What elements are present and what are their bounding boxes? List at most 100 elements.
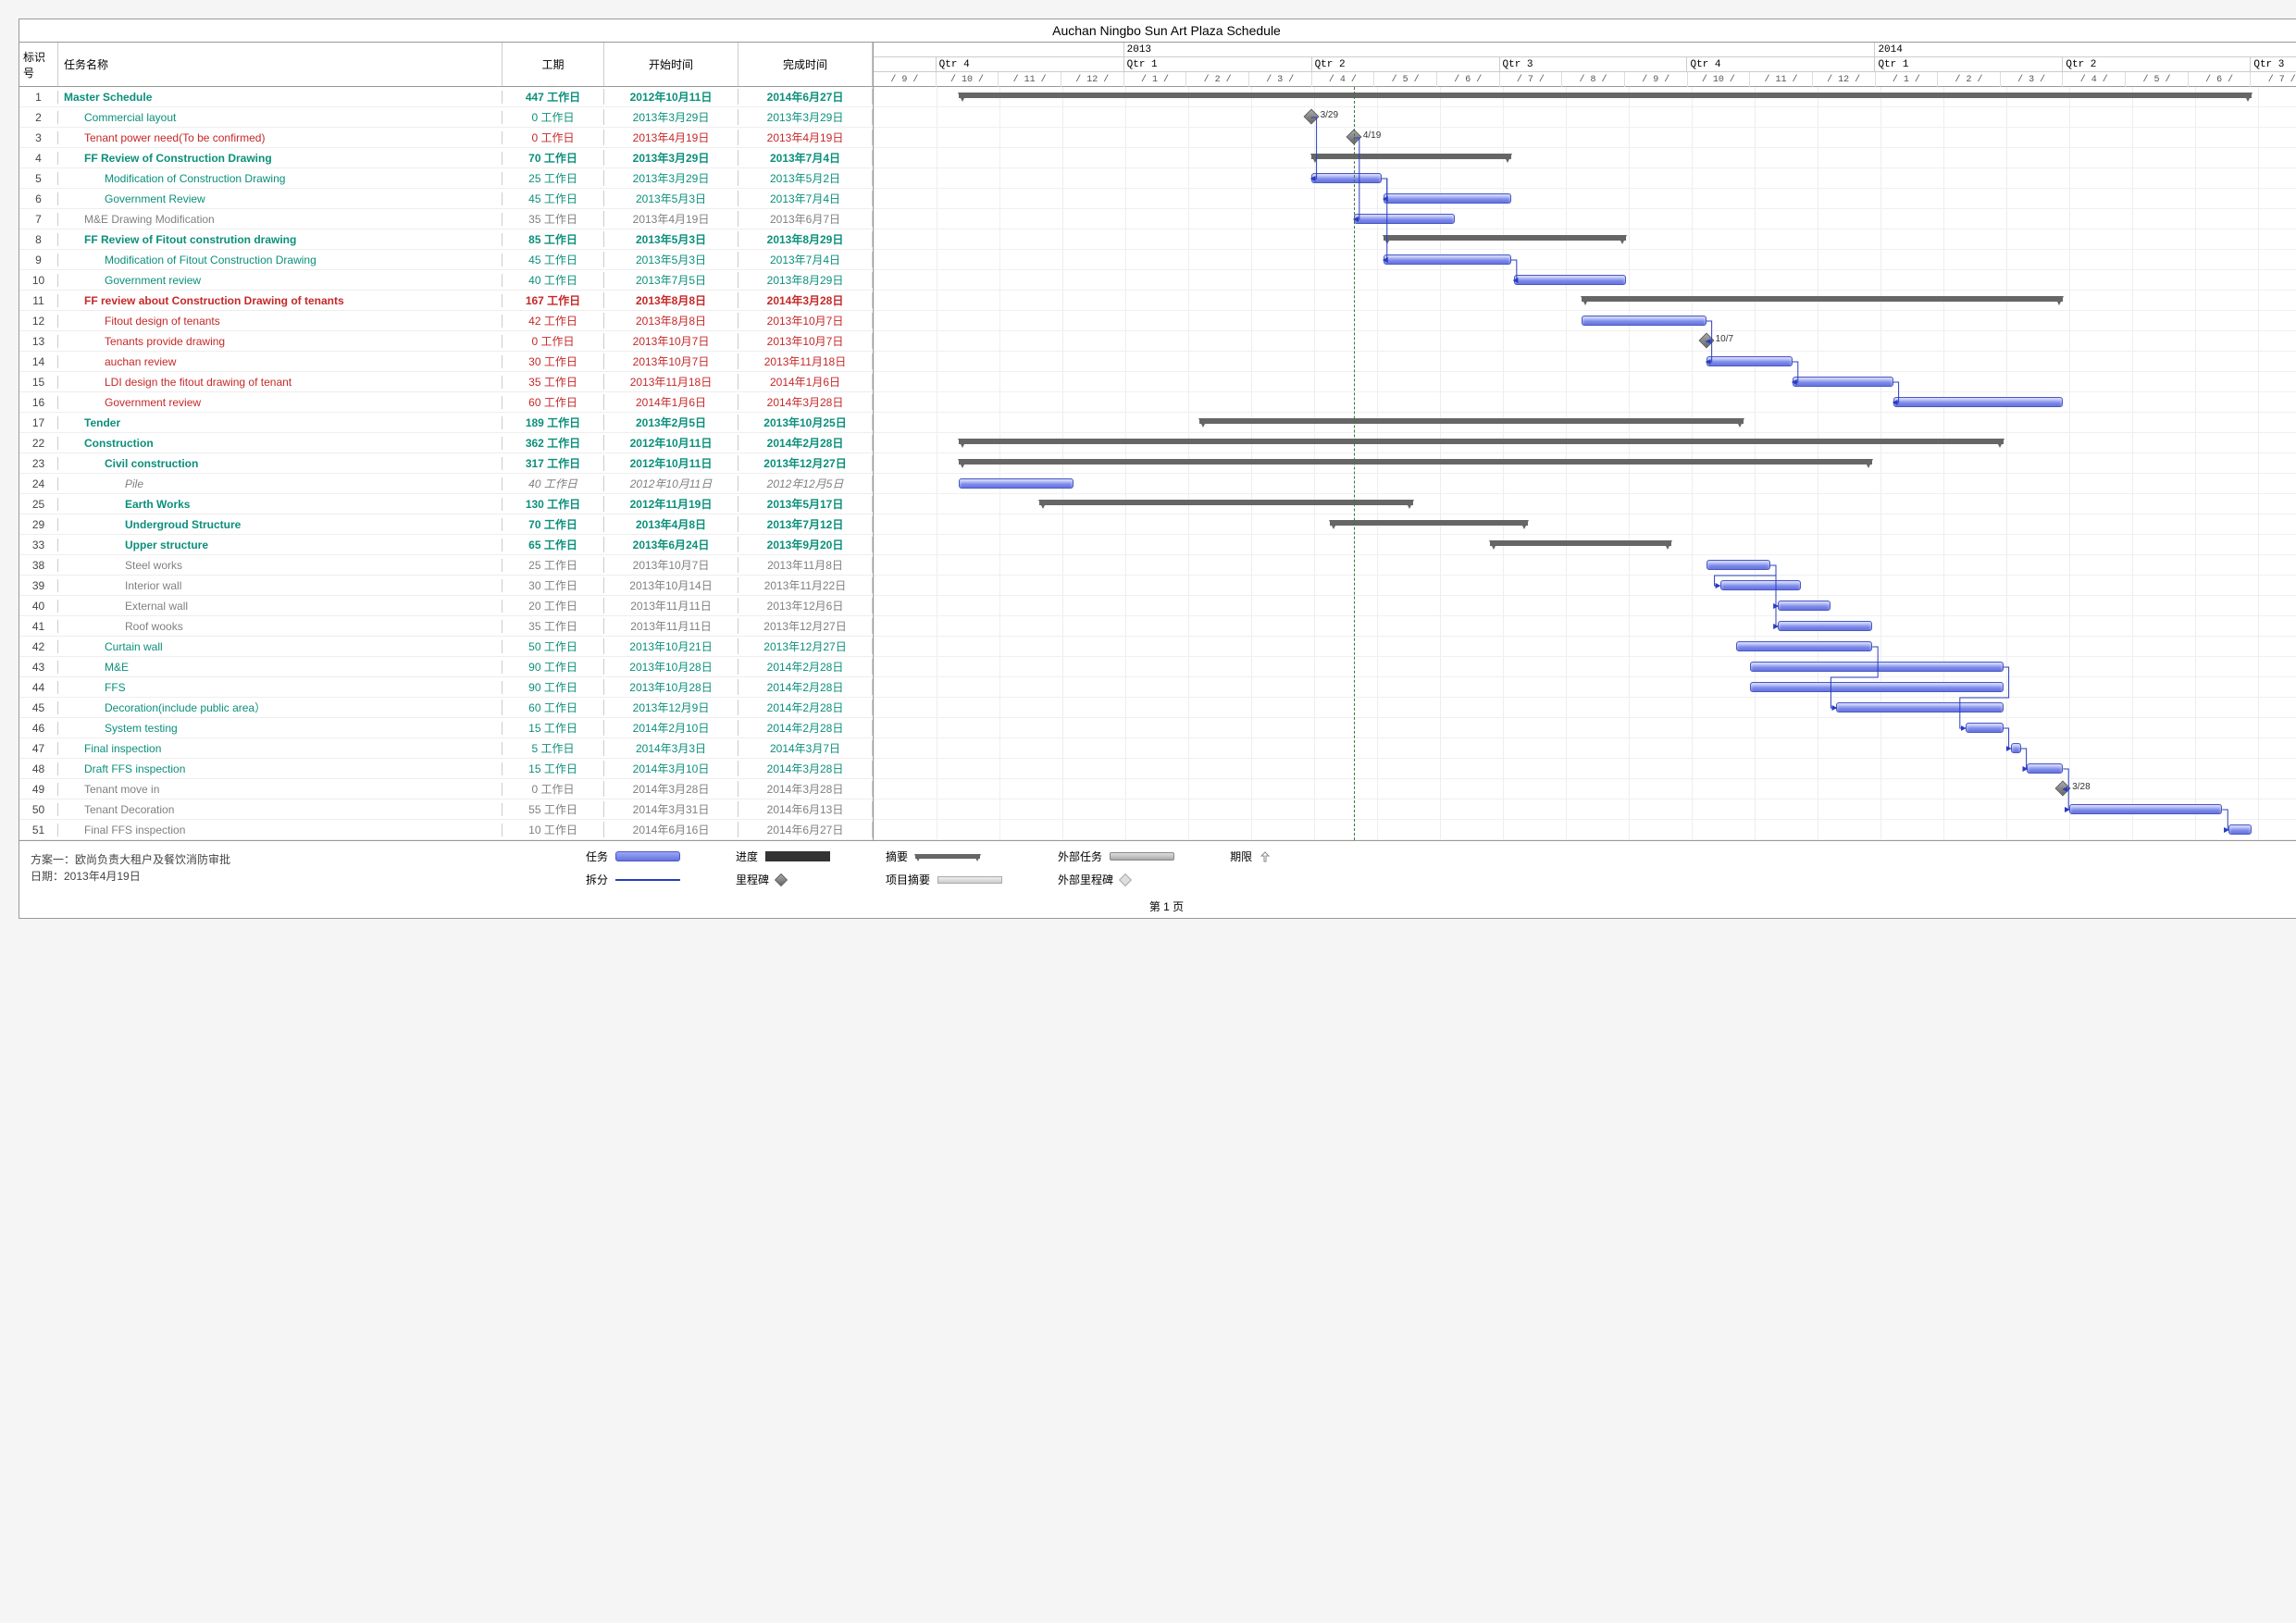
task-bar[interactable] [1750,662,2003,672]
task-row[interactable]: 7M&E Drawing Modification35 工作日2013年4月19… [19,209,873,229]
summary-bar[interactable] [1199,418,1744,424]
gantt-row [874,820,2296,840]
task-row[interactable]: 46System testing15 工作日2014年2月10日2014年2月2… [19,718,873,738]
col-header-id: 标识号 [19,43,58,86]
task-bar[interactable] [1354,214,1455,224]
task-row[interactable]: 42Curtain wall50 工作日2013年10月21日2013年12月2… [19,637,873,657]
task-row[interactable]: 24Pile40 工作日2012年10月11日2012年12月5日 [19,474,873,494]
task-row[interactable]: 5Modification of Construction Drawing25 … [19,168,873,189]
task-bar[interactable] [1384,193,1511,204]
task-row[interactable]: 51Final FFS inspection10 工作日2014年6月16日20… [19,820,873,840]
task-row[interactable]: 1Master Schedule447 工作日2012年10月11日2014年6… [19,87,873,107]
task-bar[interactable] [1384,254,1511,265]
task-row[interactable]: 39Interior wall30 工作日2013年10月14日2013年11月… [19,576,873,596]
task-id: 7 [19,213,58,226]
task-finish: 2013年10月25日 [738,415,873,430]
task-row[interactable]: 9Modification of Fitout Construction Dra… [19,250,873,270]
quarter-cell: Qtr 2 [2063,57,2251,72]
summary-bar[interactable] [1582,296,2063,302]
task-row[interactable]: 38Steel works25 工作日2013年10月7日2013年11月8日 [19,555,873,576]
task-start: 2013年12月9日 [604,700,738,715]
task-bar[interactable] [1793,377,1893,387]
summary-bar[interactable] [1490,540,1670,546]
month-cell: / 12 / [1061,72,1124,87]
task-duration: 45 工作日 [503,252,604,267]
task-bar[interactable] [1836,702,2003,712]
task-bar[interactable] [1706,356,1793,366]
task-bar[interactable] [1893,397,2064,407]
task-row[interactable]: 40External wall20 工作日2013年11月11日2013年12月… [19,596,873,616]
task-row[interactable]: 2Commercial layout0 工作日2013年3月29日2013年3月… [19,107,873,128]
task-id: 3 [19,131,58,144]
task-row[interactable]: 4FF Review of Construction Drawing70 工作日… [19,148,873,168]
task-row[interactable]: 45Decoration(include public area）60 工作日2… [19,698,873,718]
task-row[interactable]: 25Earth Works130 工作日2012年11月19日2013年5月17… [19,494,873,514]
milestone-marker[interactable] [1698,333,1714,349]
task-name: Interior wall [58,579,503,592]
task-row[interactable]: 3Tenant power need(To be confirmed)0 工作日… [19,128,873,148]
task-row[interactable]: 49Tenant move in0 工作日2014年3月28日2014年3月28… [19,779,873,799]
task-row[interactable]: 50Tenant Decoration55 工作日2014年3月31日2014年… [19,799,873,820]
summary-bar[interactable] [1039,500,1413,505]
task-bar[interactable] [959,478,1074,489]
summary-bar[interactable] [959,459,1872,465]
task-finish: 2013年10月7日 [738,333,873,349]
task-bar[interactable] [1966,723,2004,733]
task-bar[interactable] [1750,682,2003,692]
task-bar[interactable] [1720,580,1801,590]
gantt-row [874,372,2296,392]
task-row[interactable]: 17Tender189 工作日2013年2月5日2013年10月25日 [19,413,873,433]
gantt-row: 3/29 [874,107,2296,128]
task-bar[interactable] [1736,641,1873,651]
task-bar[interactable] [2011,743,2021,753]
task-name: Final inspection [58,742,503,755]
task-row[interactable]: 29Undergroud Structure70 工作日2013年4月8日201… [19,514,873,535]
task-bar[interactable] [1778,621,1872,631]
task-id: 50 [19,803,58,816]
task-id: 45 [19,701,58,714]
milestone-marker[interactable] [1303,109,1319,125]
task-row[interactable]: 8FF Review of Fitout constrution drawing… [19,229,873,250]
gantt-row [874,311,2296,331]
task-bar[interactable] [1311,173,1382,183]
task-bar[interactable] [2069,804,2222,814]
task-bar[interactable] [1514,275,1626,285]
task-row[interactable]: 12Fitout design of tenants42 工作日2013年8月8… [19,311,873,331]
summary-bar[interactable] [1330,520,1528,526]
summary-bar[interactable] [959,439,2004,444]
task-row[interactable]: 15LDI design the fitout drawing of tenan… [19,372,873,392]
task-row[interactable]: 41Roof wooks35 工作日2013年11月11日2013年12月27日 [19,616,873,637]
task-row[interactable]: 47Final inspection5 工作日2014年3月3日2014年3月7… [19,738,873,759]
task-row[interactable]: 10Government review40 工作日2013年7月5日2013年8… [19,270,873,291]
milestone-marker[interactable] [2055,781,2071,797]
task-bar[interactable] [1778,601,1830,611]
gantt-row [874,352,2296,372]
task-bar[interactable] [2228,824,2252,835]
month-cell: / 1 / [1124,72,1187,87]
task-id: 49 [19,783,58,796]
task-name: Final FFS inspection [58,824,503,836]
task-row[interactable]: 14auchan review30 工作日2013年10月7日2013年11月1… [19,352,873,372]
gantt-row [874,250,2296,270]
summary-bar[interactable] [1311,154,1511,159]
task-bar[interactable] [1582,316,1706,326]
task-row[interactable]: 13Tenants provide drawing0 工作日2013年10月7日… [19,331,873,352]
task-duration: 15 工作日 [503,761,604,776]
task-row[interactable]: 48Draft FFS inspection15 工作日2014年3月10日20… [19,759,873,779]
task-row[interactable]: 43M&E90 工作日2013年10月28日2014年2月28日 [19,657,873,677]
summary-bar[interactable] [959,93,2252,98]
task-row[interactable]: 44FFS90 工作日2013年10月28日2014年2月28日 [19,677,873,698]
summary-bar[interactable] [1384,235,1626,241]
task-finish: 2013年10月7日 [738,313,873,328]
task-row[interactable]: 16Government review60 工作日2014年1月6日2014年3… [19,392,873,413]
task-row[interactable]: 11FF review about Construction Drawing o… [19,291,873,311]
task-bar[interactable] [2027,763,2063,774]
task-row[interactable]: 22Construction362 工作日2012年10月11日2014年2月2… [19,433,873,453]
task-row[interactable]: 33Upper structure65 工作日2013年6月24日2013年9月… [19,535,873,555]
month-cell: / 2 / [1186,72,1249,87]
task-row[interactable]: 23Civil construction317 工作日2012年10月11日20… [19,453,873,474]
task-row[interactable]: 6Government Review45 工作日2013年5月3日2013年7月… [19,189,873,209]
task-bar[interactable] [1706,560,1770,570]
task-name: Master Schedule [58,91,503,104]
task-finish: 2014年3月28日 [738,292,873,308]
